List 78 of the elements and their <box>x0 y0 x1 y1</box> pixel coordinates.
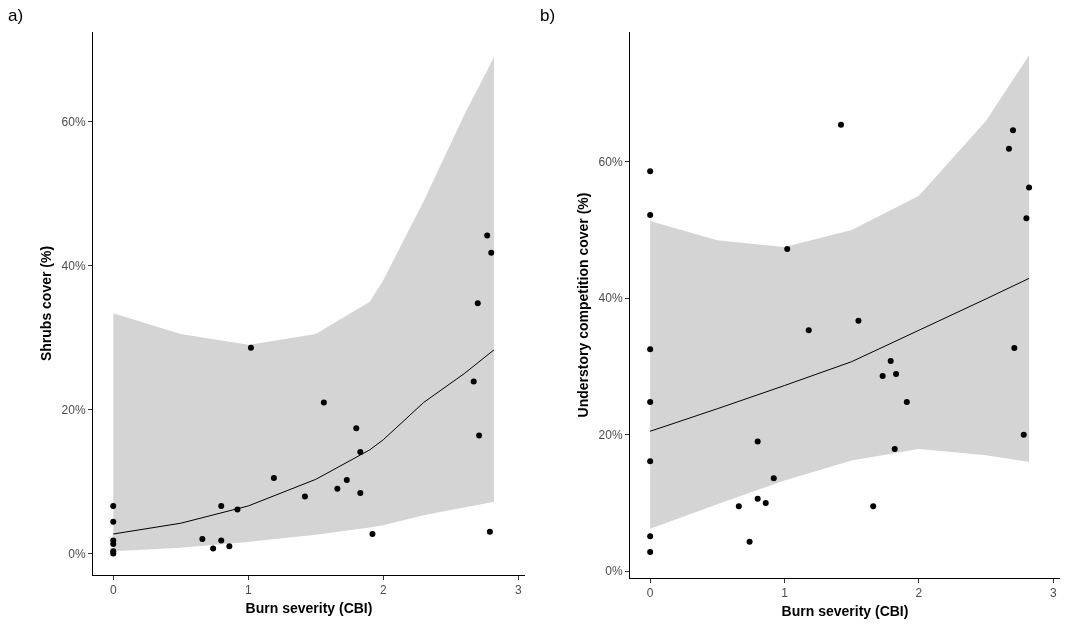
point <box>474 300 481 307</box>
point <box>353 425 360 432</box>
point <box>754 438 761 445</box>
point <box>210 545 217 552</box>
point <box>891 446 898 453</box>
y-tick-label: 60% <box>598 154 623 169</box>
y-tick-label: 20% <box>598 427 623 442</box>
point <box>470 378 477 385</box>
y-tick-label: 0% <box>68 546 86 561</box>
point <box>1026 184 1033 191</box>
point <box>647 533 654 540</box>
x-tick-label: 1 <box>781 586 789 601</box>
point <box>218 537 225 544</box>
point <box>1011 345 1018 351</box>
point <box>893 370 900 377</box>
x-tick-label: 0 <box>109 583 117 598</box>
x-tick-label: 1 <box>244 583 252 598</box>
point <box>234 506 241 513</box>
point <box>357 490 364 497</box>
point <box>1009 127 1016 134</box>
point <box>218 502 225 509</box>
point <box>784 246 791 253</box>
point <box>484 232 491 239</box>
point <box>110 518 117 525</box>
point <box>770 475 777 482</box>
point <box>870 503 877 510</box>
point <box>805 327 812 334</box>
point <box>1005 145 1012 152</box>
point <box>488 249 495 256</box>
point <box>476 432 483 439</box>
point <box>647 458 654 465</box>
x-tick-label: 3 <box>1049 586 1057 601</box>
point <box>647 168 654 175</box>
y-tick-label: 20% <box>61 402 86 417</box>
point <box>837 121 844 128</box>
point <box>647 211 654 218</box>
line-series <box>112 349 495 535</box>
point <box>320 399 327 406</box>
point <box>343 477 350 484</box>
line-series <box>649 277 1030 432</box>
point <box>369 531 376 538</box>
point <box>270 474 277 481</box>
point <box>647 398 654 405</box>
point <box>762 499 769 506</box>
point <box>1023 215 1030 222</box>
point <box>647 549 654 556</box>
y-tick-label: 0% <box>605 564 623 579</box>
point <box>226 543 233 550</box>
point <box>887 357 894 364</box>
y-tick-label: 40% <box>61 258 86 273</box>
point <box>357 449 364 456</box>
point <box>746 538 753 545</box>
x-tick-label: 3 <box>514 583 522 598</box>
y-axis-title: Shrubs cover (%) <box>38 245 55 362</box>
y-tick-label: 60% <box>61 115 86 130</box>
point <box>1020 431 1027 438</box>
point <box>903 398 910 405</box>
point <box>754 495 761 502</box>
point <box>879 372 886 379</box>
point <box>199 536 206 543</box>
y-axis-title: Understory competition cover (%) <box>575 192 592 418</box>
point <box>334 485 341 492</box>
point <box>735 503 742 510</box>
x-axis-title: Burn severity (CBI) <box>781 602 909 619</box>
point <box>855 317 862 324</box>
x-tick-label: 2 <box>379 583 387 598</box>
chart-title: a) <box>7 6 24 26</box>
chart-title: b) <box>539 6 556 26</box>
point <box>301 493 308 500</box>
point <box>110 541 117 548</box>
point <box>247 344 254 351</box>
x-tick-label: 2 <box>915 586 923 601</box>
y-tick-label: 40% <box>598 291 623 306</box>
point <box>110 502 117 509</box>
x-axis-title: Burn severity (CBI) <box>245 599 373 616</box>
point <box>486 528 493 535</box>
x-tick-label: 0 <box>646 586 654 601</box>
point <box>647 346 654 353</box>
